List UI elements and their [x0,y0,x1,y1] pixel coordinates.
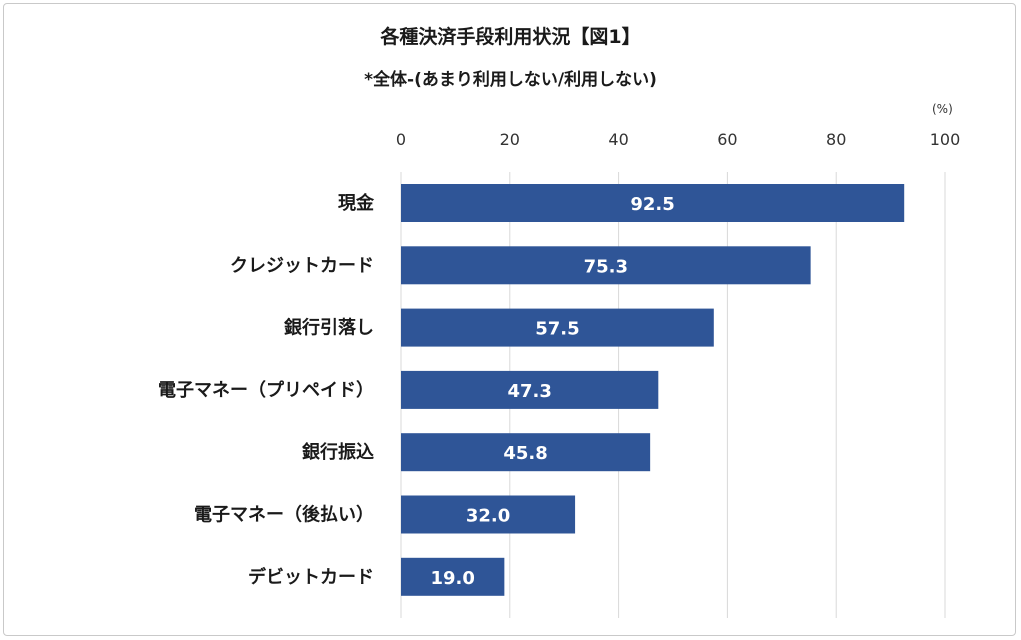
chart-title: 各種決済手段利用状況【図1】 [380,26,641,48]
x-tick-label: 60 [717,130,737,149]
value-label: 47.3 [507,381,551,402]
category-label: 電子マネー（後払い） [194,504,374,526]
category-label: 現金 [338,192,375,214]
value-label: 32.0 [466,506,510,527]
axis-unit-label: (%) [932,102,953,116]
bars [401,184,905,596]
x-tick-label: 40 [608,130,628,149]
value-label: 92.5 [630,194,674,215]
category-label: クレジットカード [230,255,374,276]
category-label: 銀行引落し [284,317,374,339]
category-label: デビットカード [248,566,374,588]
x-tick-label: 0 [396,130,406,149]
value-label: 57.5 [535,319,579,340]
value-label: 19.0 [430,568,474,589]
value-labels: 92.5 75.3 57.5 47.3 45.8 32.0 19.0 [430,194,674,589]
bar [401,557,505,596]
bar [401,370,659,409]
category-label: 銀行振込 [302,441,374,463]
bar [401,495,576,534]
bar [401,308,714,347]
x-axis-ticks: 0 20 40 60 80 100 [396,130,960,149]
bar [401,246,811,285]
category-label: 電子マネー（プリペイド） [158,379,374,401]
x-tick-label: 80 [826,130,846,149]
bar [401,433,651,472]
bar [401,184,905,222]
value-label: 45.8 [503,443,547,464]
chart-subtitle: *全体-(あまり利用しない/利用しない) [364,70,657,90]
x-tick-label: 100 [930,130,961,149]
value-label: 75.3 [584,256,628,277]
x-tick-label: 20 [500,130,520,149]
